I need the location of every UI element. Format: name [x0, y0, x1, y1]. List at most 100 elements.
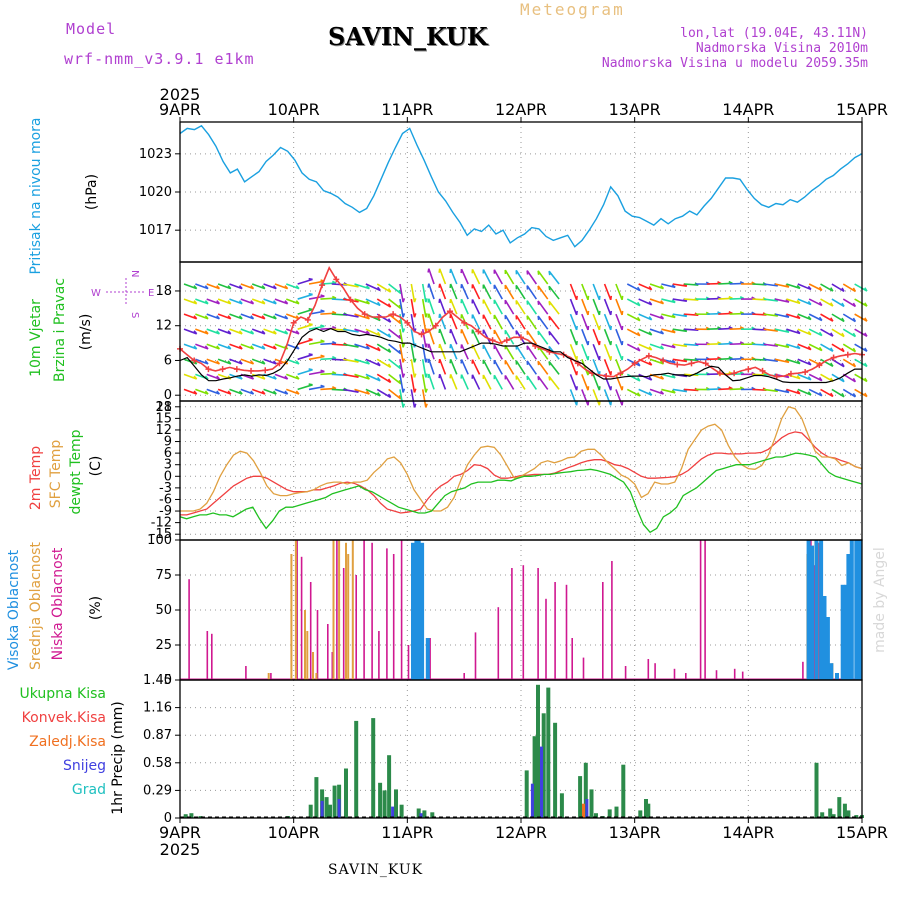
- cloud-bar: [537, 568, 539, 680]
- wind-arrow-head: [308, 292, 313, 296]
- wind-arrow: [763, 388, 778, 393]
- wind-arrow: [320, 342, 337, 346]
- wind-arrow-head: [295, 390, 300, 395]
- wind-arrow: [399, 374, 404, 393]
- wind-arrow-head: [261, 375, 266, 380]
- wind-arrow: [820, 358, 834, 368]
- wind-arrow: [820, 313, 834, 322]
- wind-arrow: [808, 388, 823, 397]
- wind-arrow: [493, 314, 503, 330]
- wind-arrow-head: [796, 390, 801, 395]
- wind-arrow-head: [537, 376, 540, 381]
- wind-arrow: [504, 314, 515, 330]
- wind-arrow: [638, 283, 653, 291]
- wind-arrow: [537, 285, 549, 300]
- wind-arrow: [786, 283, 801, 290]
- wind-arrow-head: [398, 379, 402, 385]
- wind-arrow-head: [548, 331, 551, 336]
- wind-arrow: [342, 328, 359, 333]
- x-tick-label-top: 13APR: [609, 100, 661, 119]
- cloud-bar: [819, 540, 824, 680]
- wind-arrow: [320, 357, 337, 361]
- wind-arrow: [308, 295, 325, 300]
- wind-arrow: [526, 330, 538, 345]
- wind-arrow: [217, 283, 232, 290]
- wind-arrow: [569, 343, 578, 361]
- wind-arrow: [195, 298, 209, 305]
- wind-arrow: [240, 358, 254, 365]
- wind-arrow: [206, 388, 220, 395]
- wind-arrow: [251, 313, 266, 320]
- precip-legend-item: Zaledj.Kisa: [29, 734, 106, 750]
- wind-arrow-head: [377, 361, 381, 367]
- wind-arrow: [471, 374, 481, 390]
- wind-arrow: [526, 315, 538, 330]
- cloud-bar: [331, 652, 334, 680]
- wind-arrow-head: [609, 356, 613, 361]
- wind-arrow: [217, 298, 232, 305]
- wind-arrow: [320, 297, 337, 300]
- cloud-unit: (%): [88, 596, 104, 620]
- wind-arrow: [581, 374, 589, 391]
- wind-arrow-head: [660, 375, 665, 380]
- wind-arrow-head: [807, 346, 812, 351]
- wind-arrow: [504, 344, 515, 360]
- wind-arrow: [842, 298, 856, 308]
- wind-arrow-head: [284, 390, 289, 395]
- wind-arrow-head: [377, 301, 381, 306]
- precip-bar: [828, 808, 833, 818]
- wind-arrow-head: [308, 338, 313, 341]
- wind-arrow: [672, 328, 687, 333]
- wind-arrow: [320, 312, 337, 315]
- cloud-bar: [351, 540, 354, 680]
- wind-arrow: [515, 315, 526, 330]
- wind-arrow: [217, 328, 232, 335]
- x-tick-label-top: 14APR: [722, 100, 774, 119]
- x-tick-label-top: 9APR: [159, 100, 201, 119]
- wind-arrow-head: [621, 325, 624, 331]
- wind-arrow: [388, 328, 402, 340]
- cloud-bar: [267, 673, 270, 680]
- wind-arrow: [548, 360, 560, 375]
- wind-arrow-head: [320, 324, 325, 328]
- wind-arrow: [449, 328, 458, 345]
- precip-bar: [320, 800, 324, 818]
- precip-bar: [559, 793, 564, 818]
- wind-arrow-head: [830, 287, 834, 292]
- wind-arrow: [354, 343, 370, 350]
- wind-arrow: [471, 284, 481, 300]
- wind-arrow: [684, 313, 699, 316]
- wind-arrow-head: [587, 386, 590, 391]
- y-tick-label: -9: [159, 504, 172, 519]
- wind-arrow: [842, 388, 856, 398]
- wind-arrow-head: [548, 316, 551, 321]
- y-tick-label: 21: [155, 400, 172, 415]
- wind-arrow: [460, 359, 469, 375]
- wind-arrow-head: [864, 362, 868, 367]
- temp-ylabel-sfc: SFC Temp: [48, 440, 64, 509]
- wind-arrow: [399, 359, 404, 378]
- wind-arrow: [482, 284, 492, 300]
- wind-arrow: [820, 343, 834, 352]
- wind-arrow-head: [609, 371, 613, 376]
- wind-arrow: [449, 268, 458, 285]
- precip-bar: [541, 713, 546, 818]
- x-tick-label-bottom: 9APR: [159, 823, 201, 842]
- wind-arrow-head: [637, 316, 641, 322]
- wind-arrow-head: [609, 295, 613, 300]
- wind-arrow: [428, 358, 435, 375]
- wind-arrow-head: [660, 345, 665, 350]
- cloud-bar: [316, 610, 319, 680]
- wind-arrow-head: [852, 362, 857, 368]
- wind-arrow: [388, 343, 402, 355]
- wind-arrow-head: [841, 302, 845, 307]
- wind-arrow: [229, 283, 243, 290]
- wind-arrow: [603, 359, 612, 376]
- wind-arrow-head: [438, 268, 441, 273]
- cloud-bar: [602, 582, 604, 680]
- wind-arrow-head: [739, 341, 745, 345]
- wind-arrow: [569, 313, 578, 331]
- model-label: Model: [66, 20, 117, 38]
- wind-arrow-head: [284, 315, 289, 320]
